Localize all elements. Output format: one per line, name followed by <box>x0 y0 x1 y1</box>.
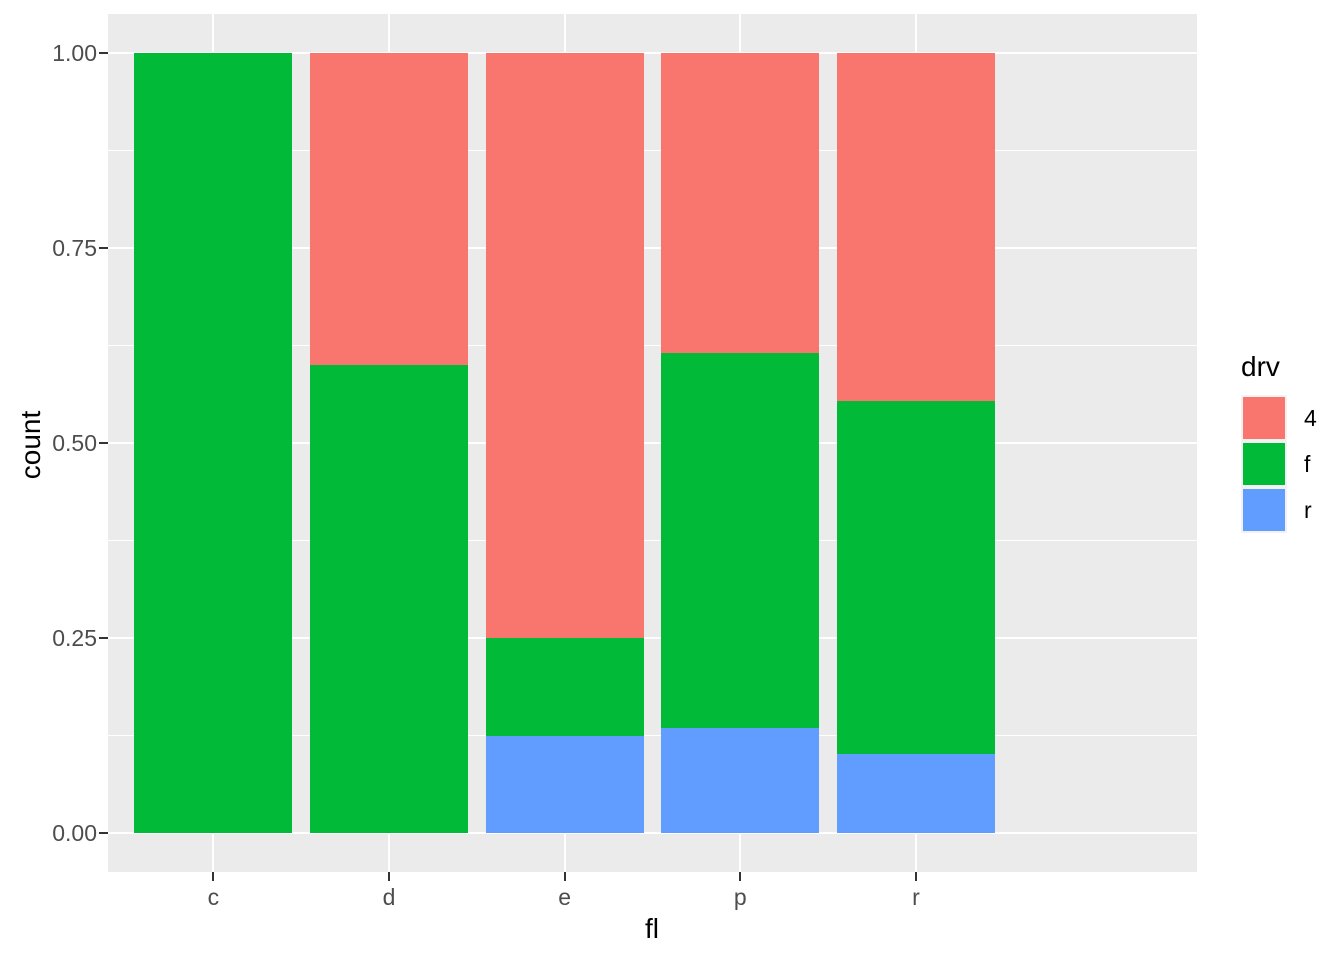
bar-d-segment-f <box>309 365 469 833</box>
legend-title: drv <box>1241 351 1280 382</box>
gridline-minor-y-0.875 <box>108 150 1197 151</box>
bar-r-segment-4 <box>836 53 995 402</box>
x-tick-label-c: c <box>207 884 220 910</box>
legend-label-4: 4 <box>1304 405 1317 431</box>
legend-swatch-r <box>1243 489 1285 531</box>
y-tick-label-1.00: 1.00 <box>52 39 97 66</box>
y-tick-mark-0.50 <box>99 442 108 444</box>
legend-label-f: f <box>1304 451 1311 477</box>
bar-e-segment-4 <box>485 53 644 638</box>
x-tick-mark-d <box>388 872 391 881</box>
gridline-major-y-1.00 <box>108 52 1197 54</box>
x-tick-mark-r <box>914 872 917 881</box>
gridline-major-y-0.25 <box>108 637 1197 639</box>
bar-r-segment-r <box>836 754 995 833</box>
x-tick-label-p: p <box>733 884 747 910</box>
gridline-minor-y-0.375 <box>108 540 1197 541</box>
legend-key-f <box>1241 441 1287 487</box>
bar-p-segment-4 <box>661 53 820 353</box>
bar-c-segment-f <box>134 53 293 833</box>
y-tick-mark-0.00 <box>99 832 108 834</box>
y-tick-label-0.75: 0.75 <box>52 234 97 261</box>
gridline-minor-y-0.625 <box>108 345 1197 346</box>
y-tick-label-0.50: 0.50 <box>52 429 97 456</box>
y-tick-mark-0.75 <box>99 247 108 249</box>
gridline-minor-y-0.125 <box>108 735 1197 736</box>
y-axis-title: count <box>15 410 46 480</box>
legend-key-r <box>1241 487 1287 533</box>
x-tick-mark-p <box>739 872 742 881</box>
x-tick-label-r: r <box>912 884 920 910</box>
y-tick-mark-1.00 <box>99 52 108 54</box>
y-tick-label-0.25: 0.25 <box>52 624 97 651</box>
x-axis-title: fl <box>645 913 659 944</box>
bar-p-segment-r <box>661 728 820 833</box>
y-tick-mark-0.25 <box>99 637 108 639</box>
legend-swatch-f <box>1243 443 1285 485</box>
legend-key-4 <box>1241 395 1287 441</box>
bar-e-segment-r <box>485 735 644 833</box>
bar-p-segment-f <box>661 352 820 728</box>
x-tick-mark-e <box>563 872 566 881</box>
gridline-major-y-0.50 <box>108 442 1197 444</box>
bar-r-segment-f <box>836 401 995 755</box>
bar-e-segment-f <box>485 638 644 736</box>
x-tick-label-d: d <box>382 884 396 910</box>
x-tick-label-e: e <box>558 884 572 910</box>
gridline-major-y-0.00 <box>108 832 1197 834</box>
y-tick-label-0.00: 0.00 <box>52 819 97 846</box>
legend-label-r: r <box>1304 497 1312 523</box>
legend-swatch-4 <box>1243 397 1285 439</box>
plot-panel <box>108 14 1197 872</box>
x-tick-mark-c <box>212 872 215 881</box>
bar-d-segment-4 <box>309 53 469 365</box>
gridline-major-y-0.75 <box>108 247 1197 249</box>
